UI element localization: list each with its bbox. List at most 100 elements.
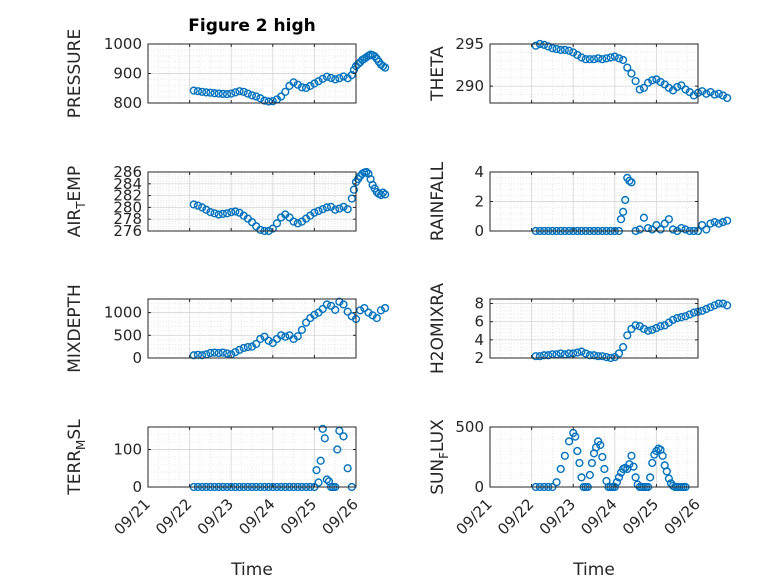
y-axis-label: SUNFLUX bbox=[428, 419, 451, 495]
data-point bbox=[193, 87, 203, 96]
data-point bbox=[594, 352, 603, 361]
data-point bbox=[585, 351, 594, 360]
y-tick-label: 800 bbox=[113, 94, 142, 112]
data-point bbox=[602, 54, 611, 63]
y-axis-label: AIRTEMP bbox=[65, 166, 88, 237]
data-point bbox=[231, 88, 240, 97]
data-point bbox=[673, 313, 682, 323]
data-point bbox=[381, 190, 390, 199]
y-tick-label: 286 bbox=[113, 163, 142, 181]
data-point bbox=[318, 304, 327, 314]
x-tick-label: 09/23 bbox=[536, 495, 579, 538]
data-point bbox=[673, 82, 682, 92]
data-point bbox=[635, 85, 644, 94]
axes-box bbox=[147, 426, 357, 488]
data-point bbox=[316, 456, 325, 465]
data-point bbox=[621, 195, 630, 205]
y-tick-label: 276 bbox=[113, 222, 142, 240]
data-point bbox=[310, 310, 319, 319]
data-point bbox=[560, 451, 569, 460]
data-point bbox=[256, 225, 265, 234]
axes-box bbox=[489, 426, 699, 488]
data-point bbox=[662, 467, 671, 476]
data-point bbox=[616, 215, 626, 224]
x-tick-label: 09/21 bbox=[111, 495, 154, 538]
data-point bbox=[531, 41, 540, 50]
data-point bbox=[297, 83, 307, 92]
data-point bbox=[648, 76, 657, 85]
data-point bbox=[639, 213, 649, 222]
data-point bbox=[210, 89, 219, 98]
y-tick-label: 1000 bbox=[104, 304, 142, 322]
data-point bbox=[614, 473, 624, 482]
data-point bbox=[556, 464, 565, 474]
data-point bbox=[635, 225, 644, 234]
data-point bbox=[333, 445, 342, 454]
data-point bbox=[260, 96, 269, 105]
data-point bbox=[552, 44, 561, 54]
y-tick-label: 278 bbox=[113, 210, 142, 228]
data-point bbox=[623, 63, 632, 72]
y-tick-label: 0 bbox=[474, 478, 484, 496]
data-point bbox=[664, 215, 673, 224]
data-point bbox=[627, 178, 636, 187]
data-point bbox=[718, 299, 728, 308]
data-point bbox=[343, 464, 352, 473]
data-point bbox=[664, 83, 673, 92]
x-tick-label: 09/25 bbox=[277, 495, 320, 538]
data-point bbox=[610, 52, 619, 61]
y-axis-label: MIXDEPTH bbox=[65, 284, 85, 373]
data-point bbox=[660, 219, 669, 228]
data-point bbox=[376, 306, 386, 315]
data-point bbox=[189, 351, 198, 360]
data-point bbox=[197, 351, 207, 360]
data-point bbox=[314, 206, 323, 216]
data-point bbox=[206, 88, 215, 97]
data-point bbox=[658, 451, 667, 460]
axes-box bbox=[489, 43, 699, 104]
data-point bbox=[335, 204, 344, 213]
data-point bbox=[310, 208, 319, 217]
data-point bbox=[594, 54, 603, 63]
data-point bbox=[264, 97, 273, 106]
data-point bbox=[564, 46, 574, 55]
y-tick-label: 0 bbox=[132, 349, 142, 367]
data-point bbox=[648, 325, 657, 334]
data-point bbox=[260, 332, 269, 341]
axes-box bbox=[147, 171, 357, 232]
axes-box bbox=[489, 298, 699, 359]
data-point bbox=[353, 59, 363, 69]
data-point bbox=[569, 48, 578, 57]
data-point bbox=[289, 217, 298, 226]
y-tick-label: 290 bbox=[455, 77, 484, 95]
figure-title: Figure 2 high bbox=[188, 16, 316, 36]
data-point bbox=[710, 301, 719, 310]
data-point bbox=[689, 91, 698, 100]
data-point bbox=[560, 45, 569, 55]
data-point bbox=[606, 53, 615, 62]
data-point bbox=[589, 55, 599, 64]
data-point bbox=[222, 90, 232, 99]
data-point bbox=[646, 473, 655, 482]
data-point bbox=[629, 462, 638, 471]
data-point bbox=[652, 446, 661, 456]
data-point bbox=[227, 208, 236, 217]
axes-box bbox=[147, 298, 357, 359]
data-point bbox=[193, 201, 203, 210]
data-point bbox=[619, 55, 628, 65]
data-point bbox=[197, 203, 207, 212]
data-point bbox=[318, 424, 327, 433]
data-point bbox=[381, 63, 390, 72]
data-point bbox=[252, 339, 261, 349]
data-point bbox=[656, 77, 665, 87]
data-point bbox=[378, 188, 388, 197]
data-point bbox=[581, 55, 590, 64]
data-point bbox=[222, 349, 232, 358]
y-tick-label: 2 bbox=[474, 193, 484, 211]
data-point bbox=[677, 81, 686, 90]
data-point bbox=[544, 42, 553, 51]
data-point bbox=[623, 331, 632, 340]
y-tick-label: 282 bbox=[113, 187, 142, 205]
data-point bbox=[723, 93, 732, 103]
